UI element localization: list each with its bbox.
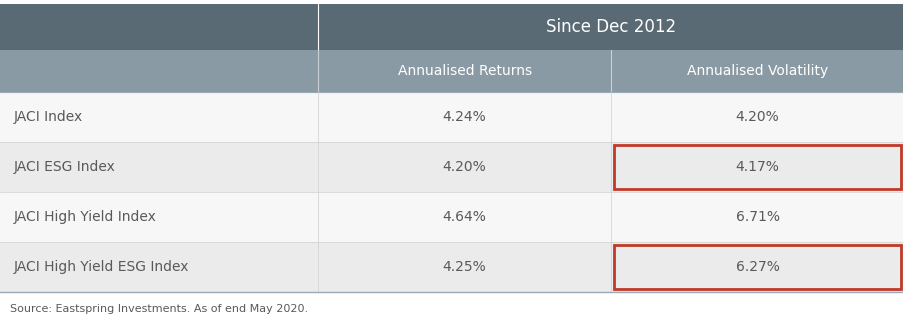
Bar [613, 145, 900, 189]
Bar [0, 142, 903, 192]
Text: JACI ESG Index: JACI ESG Index [14, 160, 116, 174]
Bar [0, 242, 903, 292]
Text: JACI High Yield Index: JACI High Yield Index [14, 210, 157, 224]
Bar [0, 192, 903, 242]
Text: 6.27%: 6.27% [735, 260, 778, 274]
Text: 4.20%: 4.20% [735, 110, 778, 124]
Text: 6.71%: 6.71% [735, 210, 778, 224]
Text: Annualised Returns: Annualised Returns [397, 64, 531, 78]
Text: 4.17%: 4.17% [735, 160, 778, 174]
Text: Source: Eastspring Investments. As of end May 2020.: Source: Eastspring Investments. As of en… [10, 304, 308, 314]
Bar [613, 245, 900, 289]
Text: JACI Index: JACI Index [14, 110, 83, 124]
Text: JACI High Yield ESG Index: JACI High Yield ESG Index [14, 260, 190, 274]
Bar [0, 92, 903, 142]
Text: 4.20%: 4.20% [442, 160, 486, 174]
Bar [0, 50, 903, 92]
Text: 4.25%: 4.25% [442, 260, 486, 274]
Text: Annualised Volatility: Annualised Volatility [686, 64, 827, 78]
Text: 4.64%: 4.64% [442, 210, 486, 224]
Text: 4.24%: 4.24% [442, 110, 486, 124]
Text: Since Dec 2012: Since Dec 2012 [545, 18, 675, 36]
Bar [0, 4, 903, 50]
